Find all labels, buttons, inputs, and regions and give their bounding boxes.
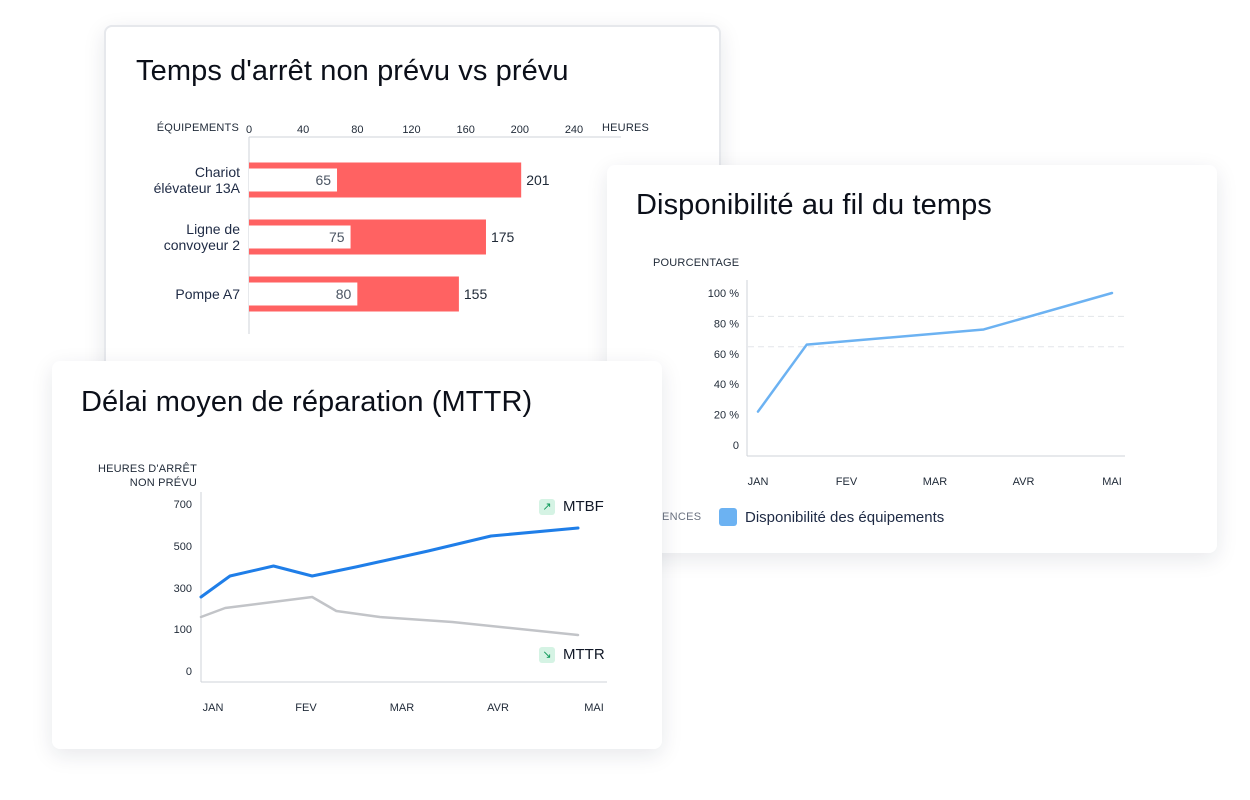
x-tick-label: JAN bbox=[748, 476, 769, 488]
bar-inner bbox=[249, 168, 338, 192]
bar-inner-value: 65 bbox=[315, 172, 331, 188]
y-tick-label: 0 bbox=[186, 666, 192, 678]
mtbf-series-label: MTBF bbox=[563, 498, 604, 515]
bar-total-value: 201 bbox=[526, 172, 550, 188]
bar-total-value: 155 bbox=[464, 286, 488, 302]
x-tick-label: 0 bbox=[246, 124, 252, 136]
mttr-chart-title: Délai moyen de réparation (MTTR) bbox=[81, 386, 533, 418]
x-tick-label: MAI bbox=[584, 702, 604, 714]
category-label: élévateur 13A bbox=[154, 180, 241, 196]
y-tick-label: 300 bbox=[174, 583, 192, 595]
x-tick-label: 80 bbox=[351, 124, 363, 136]
y-tick-label: 700 bbox=[174, 499, 192, 511]
x-tick-label: FEV bbox=[295, 702, 317, 714]
bar-total-value: 175 bbox=[491, 229, 515, 245]
x-tick-label: MAR bbox=[390, 702, 415, 714]
y-tick-label: 100 bbox=[174, 624, 192, 636]
mtbf-series-tag: ↗ MTBF bbox=[539, 498, 604, 515]
availability-chart-card: Disponibilité au fil du temps POURCENTAG… bbox=[607, 165, 1217, 553]
mtbf-series-line bbox=[199, 526, 580, 599]
x-axis-title: HEURES bbox=[602, 122, 649, 134]
y-tick-label: 0 bbox=[733, 440, 739, 452]
x-tick-label: JAN bbox=[203, 702, 224, 714]
x-tick-label: MAR bbox=[923, 476, 948, 488]
category-label: Ligne de bbox=[186, 221, 240, 237]
downtime-chart-title: Temps d'arrêt non prévu vs prévu bbox=[136, 55, 569, 87]
bar-inner bbox=[249, 282, 358, 306]
legend-label: Disponibilité des équipements bbox=[745, 508, 945, 526]
bar-inner bbox=[249, 225, 351, 249]
y-tick-label: 500 bbox=[174, 541, 192, 553]
mttr-series-label: MTTR bbox=[563, 646, 605, 663]
bar-inner-value: 80 bbox=[336, 286, 352, 302]
availability-line-chart: POURCENTAGE 100 % 80 % 60 % 40 % 20 % 0 JAN FEV M… bbox=[653, 257, 1125, 488]
x-tick-label: 240 bbox=[565, 124, 583, 136]
category-label: Pompe A7 bbox=[175, 286, 240, 302]
category-label: Chariot bbox=[195, 164, 240, 180]
availability-chart-title: Disponibilité au fil du temps bbox=[636, 189, 992, 221]
y-tick-label: 60 % bbox=[714, 349, 739, 361]
legend-swatch bbox=[719, 508, 737, 526]
legend-title-truncated: ENCES bbox=[662, 511, 702, 523]
y-axis-title: POURCENTAGE bbox=[653, 257, 739, 269]
mttr-chart-card: Délai moyen de réparation (MTTR) HEURES … bbox=[52, 361, 662, 749]
downtime-bar-chart: ÉQUIPEMENTS HEURES 0 40 80 120 160 200 240 65 201 C… bbox=[154, 121, 649, 334]
x-tick-label: FEV bbox=[836, 476, 858, 488]
x-tick-label: 160 bbox=[456, 124, 474, 136]
availability-series-line bbox=[756, 291, 1114, 413]
trend-up-icon: ↗ bbox=[539, 498, 555, 515]
trend-down-icon: ↘ bbox=[539, 646, 555, 663]
category-label: convoyeur 2 bbox=[164, 237, 240, 253]
y-axis-title: NON PRÉVU bbox=[130, 476, 197, 489]
x-tick-label: 40 bbox=[297, 124, 309, 136]
y-axis-title: HEURES D'ARRÊT bbox=[98, 462, 197, 475]
y-tick-label: 20 % bbox=[714, 410, 739, 422]
y-tick-label: 40 % bbox=[714, 379, 739, 391]
mttr-series-tag: ↘ MTTR bbox=[539, 646, 605, 663]
mttr-series-line bbox=[199, 595, 580, 637]
y-tick-label: 80 % bbox=[714, 318, 739, 330]
x-tick-label: 200 bbox=[511, 124, 529, 136]
availability-legend[interactable]: Disponibilité des équipements bbox=[719, 508, 944, 526]
y-axis-title: ÉQUIPEMENTS bbox=[157, 121, 239, 134]
x-tick-label: AVR bbox=[1013, 476, 1035, 488]
bar-inner-value: 75 bbox=[329, 229, 345, 245]
x-tick-label: AVR bbox=[487, 702, 509, 714]
x-tick-label: MAI bbox=[1102, 476, 1122, 488]
x-tick-label: 120 bbox=[402, 124, 420, 136]
y-tick-label: 100 % bbox=[708, 288, 739, 300]
